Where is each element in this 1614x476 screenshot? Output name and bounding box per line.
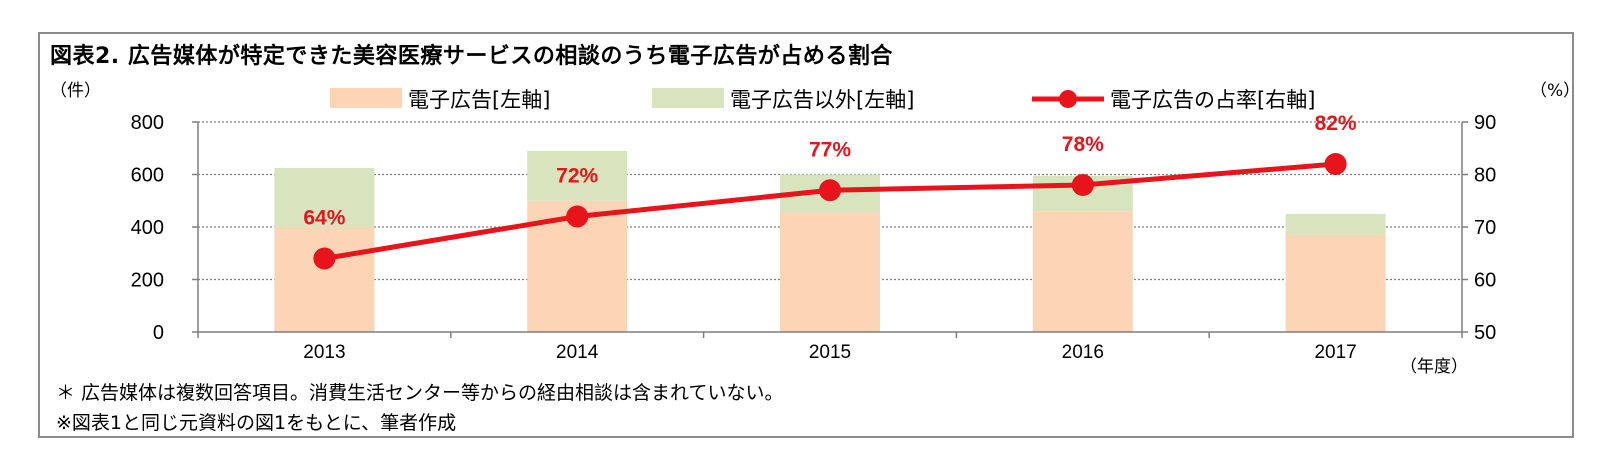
legend-swatch-electronic	[330, 88, 402, 108]
footnote-1: ＊ 広告媒体は複数回答項目。消費生活センター等からの経由相談は含まれていない。	[56, 382, 784, 404]
x-axis-unit: （年度）	[1400, 357, 1468, 377]
share-point	[566, 205, 589, 228]
left-axis-tick-label: 0	[153, 322, 164, 344]
footnote-2: ※図表1と同じ元資料の図1をもとに、筆者作成	[56, 412, 457, 434]
share-point	[819, 179, 841, 202]
bar-other	[527, 150, 628, 201]
left-axis-tick-label: 200	[131, 270, 164, 292]
x-axis-tick-label: 2013	[303, 342, 345, 363]
share-point	[1071, 174, 1094, 196]
share-data-label: 77%	[809, 138, 851, 161]
share-data-label: 78%	[1062, 133, 1104, 156]
legend-label-other: 電子広告以外[左軸]	[730, 88, 914, 112]
chart-title: 図表2. 広告媒体が特定できた美容医療サービスの相談のうち電子広告が占める割合	[50, 44, 893, 69]
share-point	[313, 247, 336, 270]
bar-electronic	[274, 227, 375, 332]
x-axis-tick-label: 2014	[556, 342, 599, 363]
share-data-label: 64%	[303, 207, 345, 230]
left-axis-tick-label: 400	[131, 217, 164, 239]
right-axis-tick-label: 50	[1474, 322, 1496, 344]
x-axis-tick-label: 2017	[1314, 342, 1356, 363]
bar-other	[1285, 213, 1386, 235]
legend-label-electronic: 電子広告[左軸]	[408, 88, 550, 112]
left-axis-tick-label: 600	[131, 165, 164, 187]
bar-electronic	[1032, 211, 1133, 332]
right-axis-unit: （%）	[1530, 81, 1581, 101]
right-axis-tick-label: 90	[1474, 112, 1496, 134]
legend-swatch-other	[652, 88, 724, 108]
legend-swatch-share-point	[1059, 90, 1077, 108]
x-axis-tick-label: 2015	[809, 342, 851, 363]
share-point	[1324, 153, 1347, 175]
bar-other	[274, 167, 375, 227]
share-data-label: 82%	[1315, 112, 1357, 135]
left-axis-tick-label: 800	[131, 112, 164, 134]
share-data-label: 72%	[556, 165, 598, 188]
chart-frame	[38, 32, 1574, 438]
bar-electronic	[780, 212, 880, 332]
bar-electronic	[1285, 234, 1386, 332]
legend-label-share: 電子広告の占率[右軸]	[1110, 88, 1315, 112]
right-axis-tick-label: 60	[1474, 270, 1496, 292]
right-axis-tick-label: 70	[1474, 217, 1496, 239]
x-axis-tick-label: 2016	[1062, 342, 1104, 363]
left-axis-unit: （件）	[50, 81, 101, 101]
right-axis-tick-label: 80	[1474, 165, 1496, 187]
